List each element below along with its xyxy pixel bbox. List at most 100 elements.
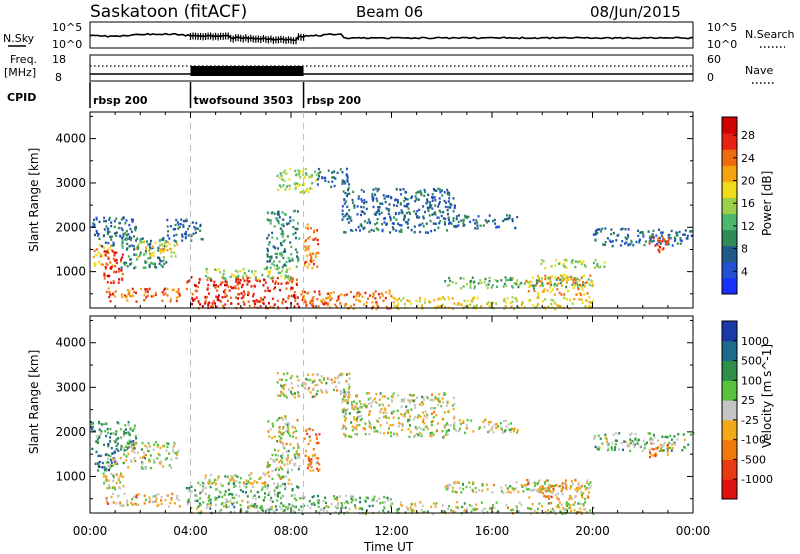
- scatter-cell: [425, 425, 428, 428]
- scatter-cell: [106, 263, 109, 266]
- scatter-cell: [123, 432, 126, 435]
- scatter-cell: [269, 269, 272, 273]
- scatter-cell: [472, 297, 475, 300]
- scatter-cell: [157, 249, 160, 252]
- scatter-cell: [313, 229, 316, 232]
- scatter-cell: [238, 494, 241, 498]
- scatter-cell: [557, 492, 560, 496]
- scatter-cell: [206, 503, 209, 506]
- scatter-cell: [390, 295, 393, 298]
- scatter-cell: [236, 292, 239, 296]
- scatter-cell: [371, 295, 374, 298]
- scatter-cell: [597, 448, 600, 451]
- scatter-cell: [676, 231, 679, 235]
- scatter-cell: [452, 486, 454, 490]
- scatter-cell: [94, 262, 97, 266]
- scatter-cell: [290, 277, 293, 281]
- scatter-cell: [217, 294, 220, 297]
- scatter-cell: [190, 239, 193, 242]
- colorbar-swatch: [722, 479, 737, 500]
- scatter-cell: [211, 306, 214, 309]
- scatter-cell: [100, 253, 103, 256]
- scatter-cell: [158, 256, 161, 260]
- scatter-cell: [378, 510, 380, 513]
- scatter-cell: [298, 453, 301, 456]
- scatter-cell: [469, 282, 472, 285]
- scatter-cell: [533, 509, 536, 512]
- scatter-cell: [247, 481, 250, 485]
- scatter-cell: [353, 400, 355, 403]
- scatter-cell: [564, 479, 567, 482]
- scatter-cell: [279, 173, 282, 176]
- scatter-cell: [281, 301, 284, 304]
- scatter-cell: [420, 191, 423, 195]
- scatter-cell: [282, 372, 285, 376]
- scatter-cell: [648, 242, 651, 245]
- scatter-cell: [346, 180, 349, 183]
- scatter-cell: [274, 282, 277, 285]
- scatter-cell: [482, 420, 485, 424]
- scatter-cell: [119, 504, 122, 507]
- scatter-cell: [297, 444, 299, 447]
- scatter-cell: [329, 512, 332, 515]
- scatter-cell: [318, 512, 321, 516]
- scatter-cell: [435, 429, 438, 433]
- scatter-cell: [157, 246, 160, 250]
- scatter-cell: [370, 228, 373, 232]
- scatter-cell: [466, 299, 469, 303]
- scatter-cell: [393, 304, 396, 307]
- scatter-cell: [307, 190, 310, 193]
- scatter-cell: [253, 504, 256, 507]
- scatter-cell: [437, 216, 440, 219]
- scatter-cell: [202, 485, 205, 488]
- scatter-cell: [623, 242, 626, 245]
- scatter-cell: [467, 306, 469, 309]
- scatter-cell: [110, 447, 113, 450]
- scatter-cell: [294, 169, 297, 173]
- scatter-cell: [390, 399, 393, 402]
- scatter-cell: [130, 459, 133, 462]
- scatter-cell: [544, 277, 547, 281]
- scatter-cell: [284, 417, 287, 421]
- scatter-cell: [555, 505, 558, 508]
- scatter-cell: [278, 430, 281, 433]
- scatter-cell: [161, 244, 164, 248]
- scatter-cell: [279, 439, 282, 442]
- scatter-cell: [129, 294, 132, 298]
- scatter-cell: [562, 277, 564, 280]
- scatter-cell: [275, 466, 278, 470]
- scatter-cell: [298, 183, 301, 187]
- scatter-cell: [655, 234, 658, 237]
- scatter-cell: [331, 176, 334, 179]
- scatter-cell: [201, 305, 204, 308]
- scatter-cell: [503, 420, 506, 423]
- scatter-cell: [163, 245, 166, 248]
- colorbar-tick-label: -1000: [741, 473, 773, 486]
- scatter-cell: [339, 495, 342, 498]
- scatter-cell: [559, 281, 562, 285]
- scatter-cell: [613, 448, 616, 451]
- scatter-cell: [122, 217, 124, 220]
- scatter-cell: [351, 407, 354, 410]
- scatter-cell: [505, 425, 508, 429]
- scatter-cell: [441, 194, 444, 197]
- scatter-cell: [441, 189, 444, 192]
- scatter-cell: [565, 275, 568, 278]
- scatter-cell: [359, 300, 362, 303]
- scatter-cell: [177, 449, 180, 452]
- scatter-cell: [297, 391, 299, 394]
- scatter-cell: [412, 399, 415, 403]
- scatter-cell: [574, 283, 577, 286]
- scatter-cell: [287, 432, 290, 435]
- scatter-cell: [509, 430, 512, 434]
- scatter-cell: [400, 400, 403, 403]
- scatter-cell: [439, 190, 442, 194]
- scatter-cell: [646, 441, 648, 444]
- scatter-cell: [592, 261, 595, 265]
- nsearch-tick-bottom: 10^0: [707, 38, 737, 51]
- scatter-cell: [237, 274, 240, 278]
- scatter-cell: [410, 508, 413, 511]
- scatter-cell: [217, 476, 220, 479]
- scatter-cell: [439, 305, 442, 309]
- scatter-cell: [511, 285, 513, 288]
